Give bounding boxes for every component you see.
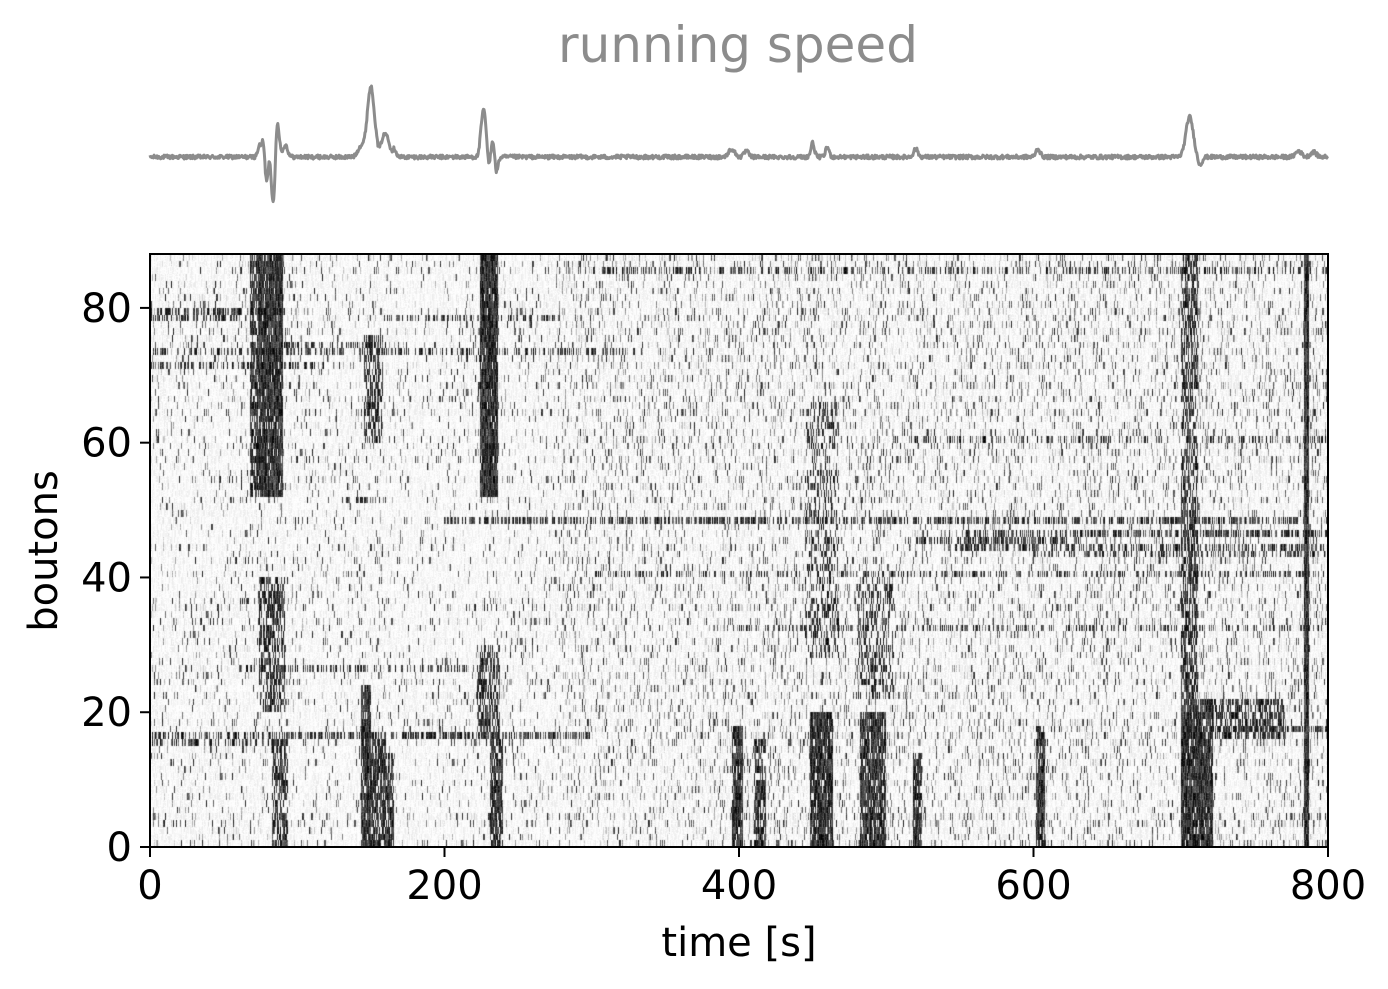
x-tick-label: 800 <box>1290 863 1366 909</box>
y-tick-label: 0 <box>107 825 132 871</box>
raster-image <box>150 254 1328 847</box>
y-axis-label: boutons <box>21 470 67 632</box>
y-tick-label: 20 <box>81 690 132 736</box>
running-speed-plot <box>148 84 1329 204</box>
y-axis: 0 20 40 60 80 <box>81 286 150 871</box>
bouton-raster <box>150 254 1328 847</box>
x-tick-label: 600 <box>995 863 1071 909</box>
x-tick-label: 400 <box>701 863 777 909</box>
running-speed-line <box>148 84 1329 204</box>
x-tick-label: 0 <box>137 863 162 909</box>
y-tick-label: 80 <box>81 286 132 332</box>
x-axis: 0 200 400 600 800 <box>137 847 1366 909</box>
running-speed-title: running speed <box>558 16 918 74</box>
x-tick-label: 200 <box>406 863 482 909</box>
x-axis-label: time [s] <box>661 920 816 966</box>
y-tick-label: 60 <box>81 421 132 467</box>
y-tick-label: 40 <box>81 555 132 601</box>
